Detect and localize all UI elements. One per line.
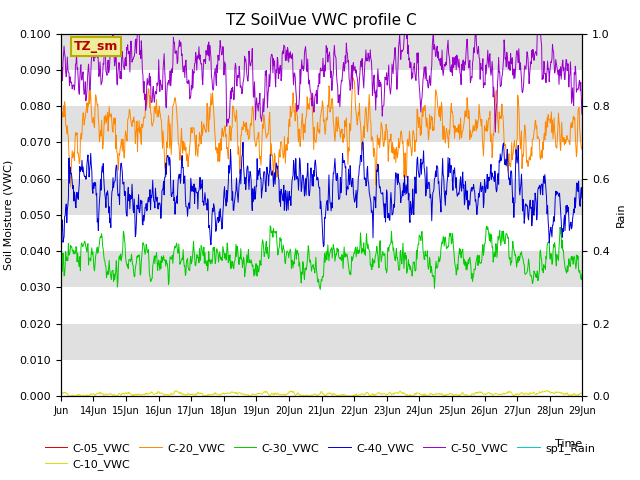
Bar <box>61 251 582 287</box>
Line: C-40_VWC: C-40_VWC <box>61 142 582 247</box>
Line: C-50_VWC: C-50_VWC <box>61 15 582 132</box>
Line: C-30_VWC: C-30_VWC <box>61 226 582 289</box>
Y-axis label: Soil Moisture (VWC): Soil Moisture (VWC) <box>4 160 14 270</box>
Bar <box>61 34 582 70</box>
Text: TZ_sm: TZ_sm <box>74 40 118 53</box>
Bar <box>61 324 582 360</box>
Line: C-20_VWC: C-20_VWC <box>61 78 582 187</box>
Line: C-10_VWC: C-10_VWC <box>61 391 582 396</box>
Title: TZ SoilVue VWC profile C: TZ SoilVue VWC profile C <box>227 13 417 28</box>
Text: Time: Time <box>555 439 582 449</box>
Y-axis label: Rain: Rain <box>616 203 625 227</box>
Bar <box>61 179 582 215</box>
Bar <box>61 106 582 142</box>
Legend: C-05_VWC, C-10_VWC, C-20_VWC, C-30_VWC, C-40_VWC, C-50_VWC, sp1_Rain: C-05_VWC, C-10_VWC, C-20_VWC, C-30_VWC, … <box>40 438 600 474</box>
